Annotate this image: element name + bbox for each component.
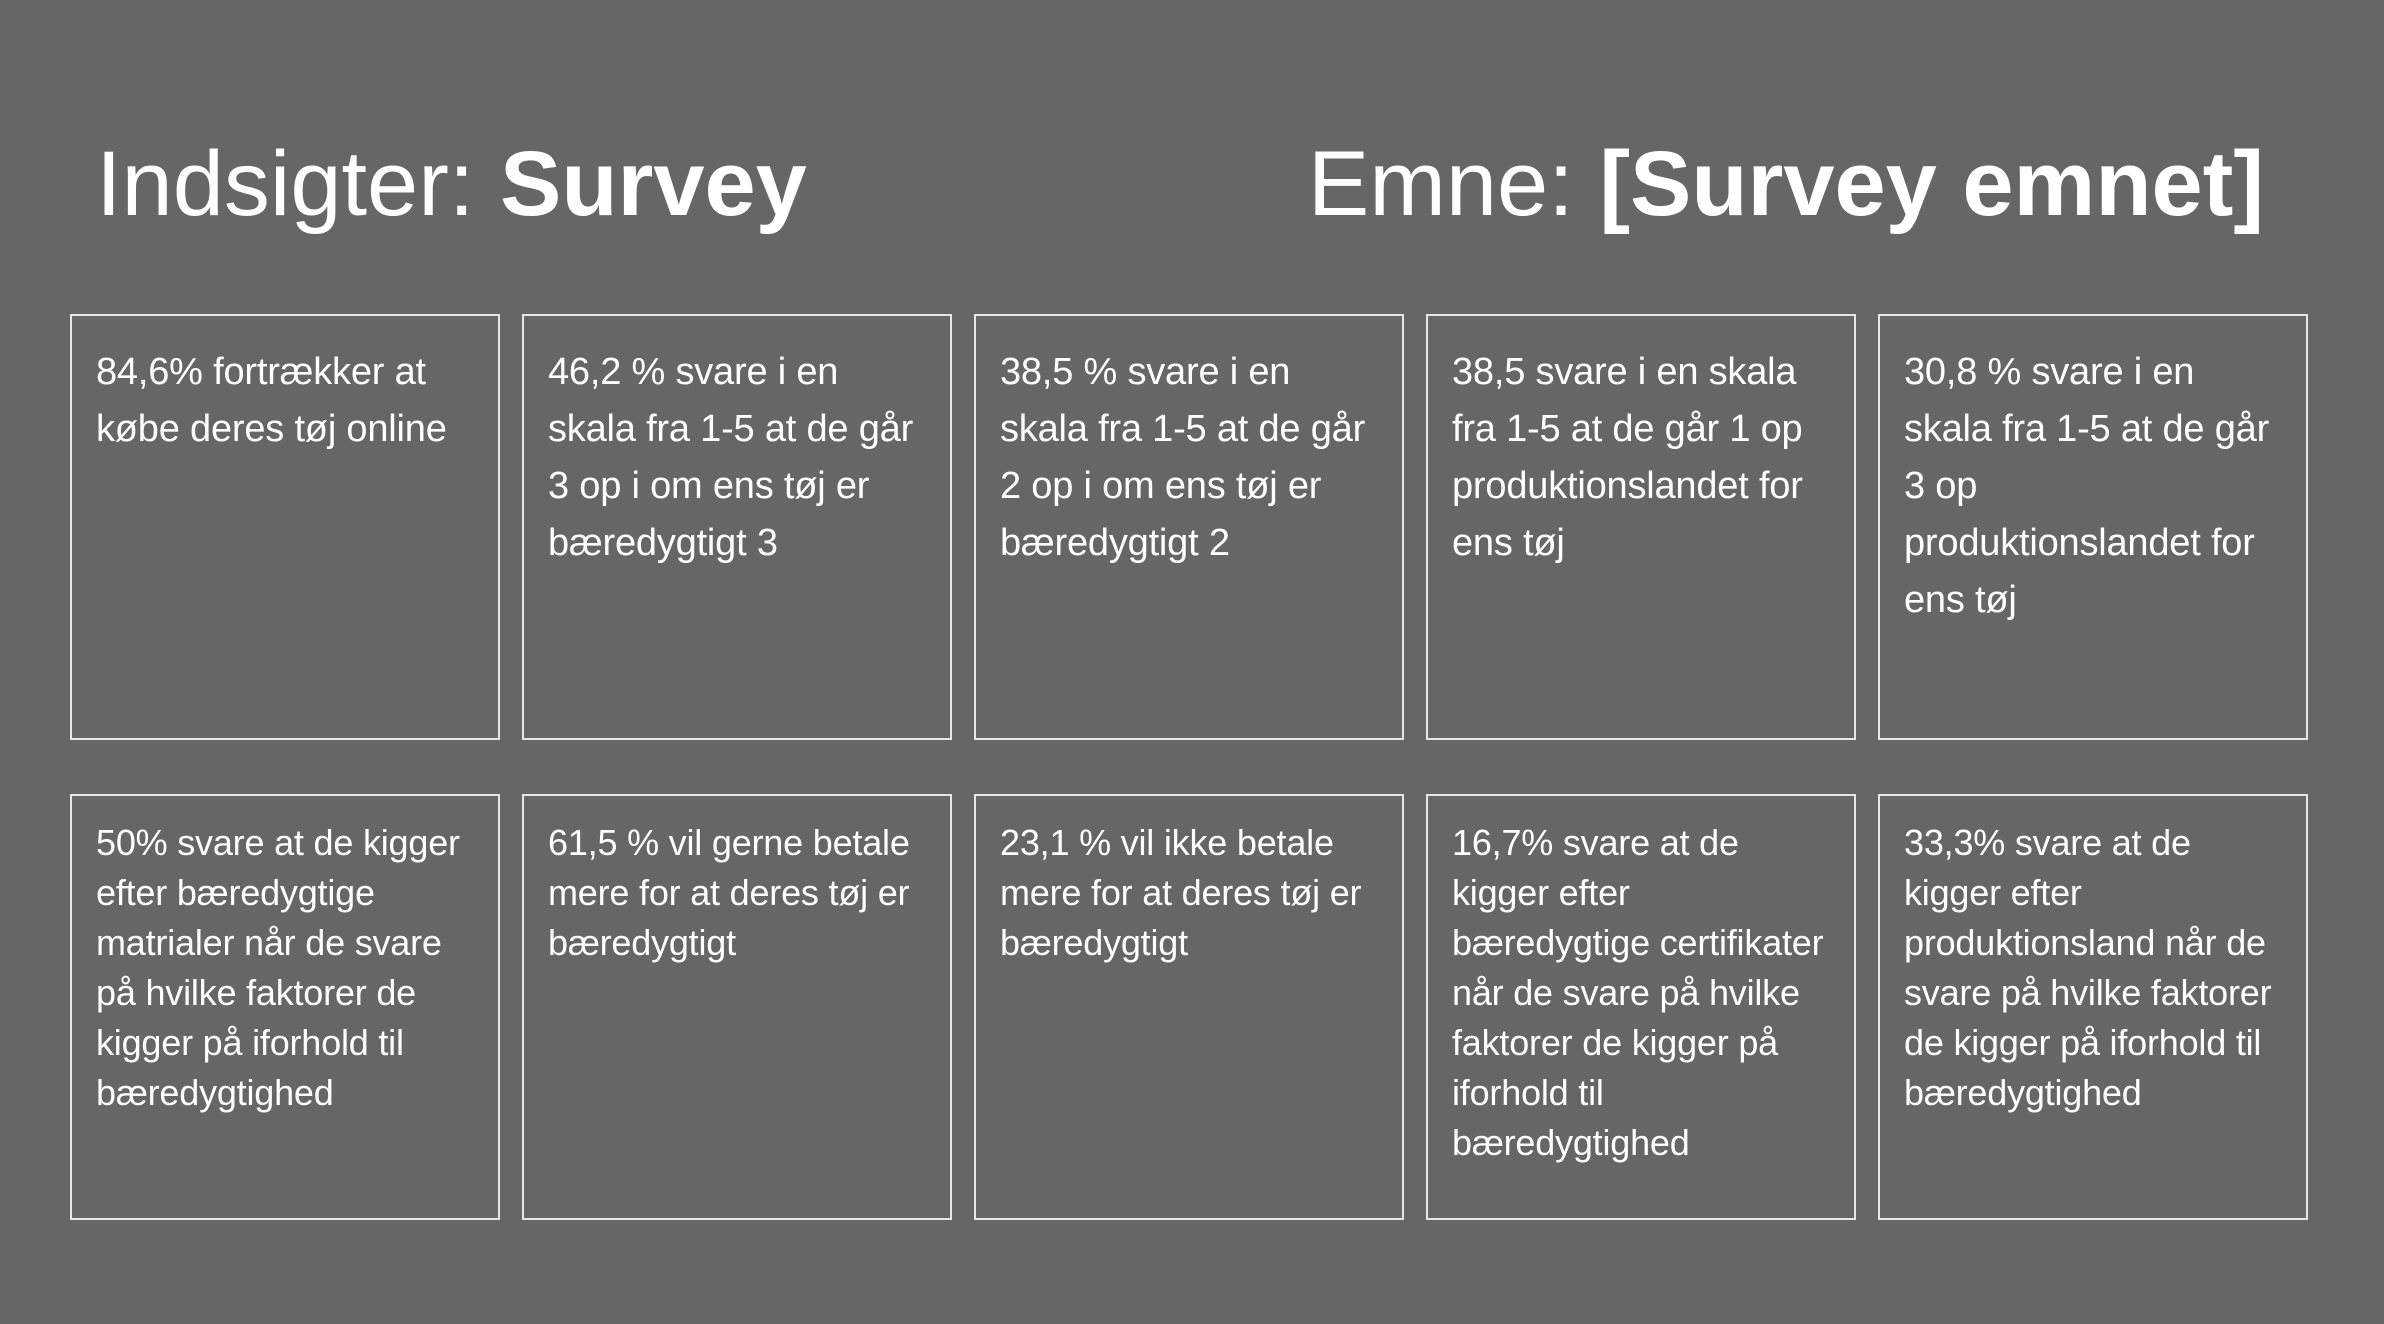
insight-card: 33,3% svare at de kigger efter produktio… <box>1878 794 2308 1220</box>
insight-card-text: 61,5 % vil gerne betale mere for at dere… <box>548 822 910 963</box>
insight-card-text: 30,8 % svare i en skala fra 1-5 at de gå… <box>1904 351 2270 621</box>
insight-card: 46,2 % svare i en skala fra 1-5 at de gå… <box>522 314 952 740</box>
insight-card: 16,7% svare at de kigger efter bæredygti… <box>1426 794 1856 1220</box>
insight-card-text: 50% svare at de kigger efter bæredygtige… <box>96 822 460 1113</box>
insights-title-bold: Survey <box>499 133 807 235</box>
insight-card: 84,6% fortrækker at købe deres tøj onlin… <box>70 314 500 740</box>
topic-title-bold: [Survey emnet] <box>1599 133 2264 235</box>
topic-title-prefix: Emne: <box>1307 133 1600 235</box>
insight-card-text: 46,2 % svare i en skala fra 1-5 at de gå… <box>548 351 914 564</box>
insight-card-text: 38,5 % svare i en skala fra 1-5 at de gå… <box>1000 351 1366 564</box>
insight-card-text: 38,5 svare i en skala fra 1-5 at de går … <box>1452 351 1803 564</box>
insights-title: Indsigter: Survey <box>96 138 807 230</box>
topic-title: Emne: [Survey emnet] <box>1308 138 2264 230</box>
insight-cards-grid: 84,6% fortrækker at købe deres tøj onlin… <box>70 314 2310 1220</box>
insight-card: 61,5 % vil gerne betale mere for at dere… <box>522 794 952 1220</box>
insight-card-text: 23,1 % vil ikke betale mere for at deres… <box>1000 822 1362 963</box>
insight-card: 50% svare at de kigger efter bæredygtige… <box>70 794 500 1220</box>
insight-card: 38,5 % svare i en skala fra 1-5 at de gå… <box>974 314 1404 740</box>
insights-title-prefix: Indsigter: <box>96 133 500 235</box>
insight-card: 38,5 svare i en skala fra 1-5 at de går … <box>1426 314 1856 740</box>
insight-card-text: 33,3% svare at de kigger efter produktio… <box>1904 822 2272 1113</box>
insight-card-text: 84,6% fortrækker at købe deres tøj onlin… <box>96 351 447 450</box>
insight-card: 30,8 % svare i en skala fra 1-5 at de gå… <box>1878 314 2308 740</box>
insight-card-text: 16,7% svare at de kigger efter bæredygti… <box>1452 822 1824 1163</box>
insight-card: 23,1 % vil ikke betale mere for at deres… <box>974 794 1404 1220</box>
